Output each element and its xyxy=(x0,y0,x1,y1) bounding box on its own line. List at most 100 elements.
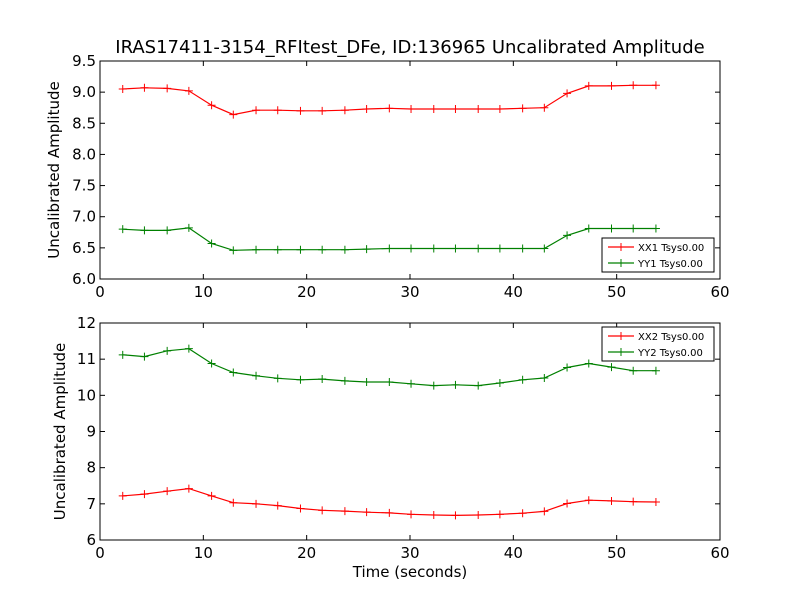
data-point xyxy=(229,368,238,377)
y-tick-label: 10 xyxy=(77,386,96,404)
data-point xyxy=(273,245,282,254)
data-point xyxy=(296,375,305,384)
top-panel: 0 10 20 30 40 50 60 6.0 6.5 7.0 7.5 8.0 8.5 9.0 9.5 Unc… xyxy=(45,52,730,301)
legend-entry: XX1 Tsys0.00 xyxy=(638,243,704,254)
y-tick-label: 7.5 xyxy=(72,177,96,195)
data-point xyxy=(495,379,504,388)
data-point xyxy=(451,104,460,113)
data-point xyxy=(584,224,593,233)
x-tick-label: 30 xyxy=(400,283,419,301)
data-point xyxy=(385,104,394,113)
data-point xyxy=(252,106,261,115)
data-point xyxy=(273,501,282,510)
data-point xyxy=(207,101,216,110)
legend: XX2 Tsys0.00 YY2 Tsys0.00 xyxy=(601,326,715,362)
data-point xyxy=(340,376,349,385)
data-point xyxy=(540,244,549,253)
data-point xyxy=(118,491,127,500)
data-point xyxy=(318,506,327,515)
data-point xyxy=(540,103,549,112)
data-point xyxy=(584,81,593,90)
data-point xyxy=(629,497,638,506)
data-point xyxy=(362,245,371,254)
x-tick-label: 0 xyxy=(95,283,105,301)
data-point xyxy=(651,498,660,507)
y-tick-label: 7 xyxy=(86,495,96,513)
data-point xyxy=(362,508,371,517)
y-tick-label: 7.0 xyxy=(72,208,96,226)
data-point xyxy=(495,104,504,113)
data-point xyxy=(651,81,660,90)
data-point xyxy=(451,380,460,389)
data-point xyxy=(118,85,127,94)
data-point xyxy=(385,377,394,386)
data-point xyxy=(563,89,572,98)
legend-entry: XX2 Tsys0.00 xyxy=(638,332,704,343)
data-point xyxy=(207,239,216,248)
data-point xyxy=(429,381,438,390)
data-point xyxy=(296,106,305,115)
data-point xyxy=(563,499,572,508)
data-point xyxy=(429,244,438,253)
data-point xyxy=(429,511,438,520)
legend: XX1 Tsys0.00 YY1 Tsys0.00 xyxy=(601,237,715,273)
data-point xyxy=(563,231,572,240)
data-point xyxy=(651,366,660,375)
data-point xyxy=(318,375,327,384)
data-point xyxy=(207,359,216,368)
x-tick-label: 20 xyxy=(297,283,316,301)
data-point xyxy=(273,106,282,115)
x-tick-label: 50 xyxy=(607,283,626,301)
data-point xyxy=(629,366,638,375)
data-point xyxy=(407,104,416,113)
data-point xyxy=(451,511,460,520)
data-point xyxy=(163,84,172,93)
data-point xyxy=(540,373,549,382)
data-point xyxy=(184,484,193,493)
figure-title: IRAS17411-3154_RFItest_DFe, ID:136965 Un… xyxy=(115,37,704,58)
data-point xyxy=(229,110,238,119)
data-point xyxy=(140,83,149,92)
y-tick-label: 6.5 xyxy=(72,239,96,257)
y-tick-label: 6 xyxy=(86,531,96,549)
data-point xyxy=(229,246,238,255)
data-point xyxy=(495,510,504,519)
data-point xyxy=(629,224,638,233)
data-point xyxy=(118,225,127,234)
legend-entry: YY2 Tsys0.00 xyxy=(637,348,703,359)
data-point xyxy=(207,491,216,500)
y-tick-label: 9.5 xyxy=(72,52,96,70)
data-point xyxy=(163,346,172,355)
data-point xyxy=(495,244,504,253)
data-point xyxy=(252,371,261,380)
data-point xyxy=(407,379,416,388)
data-point xyxy=(296,504,305,513)
data-point xyxy=(607,81,616,90)
data-point xyxy=(607,224,616,233)
data-point xyxy=(340,245,349,254)
data-point xyxy=(474,511,483,520)
data-point xyxy=(163,226,172,235)
data-point xyxy=(407,510,416,519)
x-tick-label: 10 xyxy=(194,283,213,301)
data-point xyxy=(362,377,371,386)
x-tick-label: 60 xyxy=(710,544,729,562)
data-point xyxy=(362,104,371,113)
data-point xyxy=(318,245,327,254)
x-tick-label: 40 xyxy=(504,544,523,562)
legend-marker xyxy=(617,332,625,340)
y-tick-label: 8.5 xyxy=(72,114,96,132)
x-tick-label: 40 xyxy=(504,283,523,301)
data-point xyxy=(518,509,527,518)
y-tick-label: 8 xyxy=(86,459,96,477)
x-tick-label: 20 xyxy=(297,544,316,562)
data-point xyxy=(474,104,483,113)
data-point xyxy=(140,352,149,361)
data-point xyxy=(651,224,660,233)
data-point xyxy=(451,244,460,253)
x-tick-label: 50 xyxy=(607,544,626,562)
data-point xyxy=(607,496,616,505)
data-point xyxy=(474,244,483,253)
data-point xyxy=(584,359,593,368)
